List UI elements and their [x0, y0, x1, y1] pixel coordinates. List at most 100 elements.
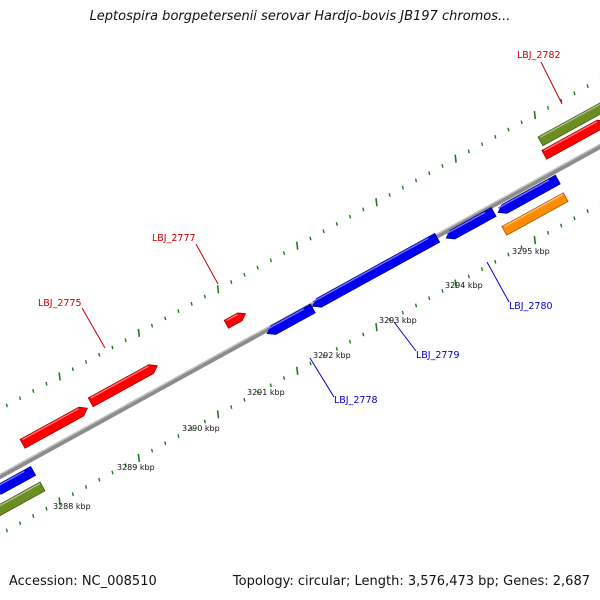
tick-mark	[375, 198, 378, 207]
tick-mark	[269, 258, 272, 263]
leader-line-lbj-2780	[486, 261, 510, 303]
tick-mark	[269, 383, 272, 388]
gene-orange[interactable]	[501, 192, 569, 236]
tick-mark	[375, 323, 378, 332]
accession-text: Accession: NC_008510	[9, 574, 157, 589]
gene-label-lbj-2777[interactable]: LBJ_2777	[152, 233, 196, 244]
gene-reverse-body	[312, 232, 441, 308]
tick-mark	[230, 405, 233, 409]
tick-mark	[560, 98, 563, 103]
tick-mark	[282, 376, 286, 380]
gene-forward-highlight	[90, 365, 149, 399]
tick-mark	[348, 339, 352, 344]
tick-mark	[494, 259, 497, 264]
tick-mark	[322, 354, 325, 359]
tick-mark	[533, 110, 537, 120]
gene-forward-highlight	[226, 313, 238, 322]
tick-mark	[322, 229, 325, 234]
tick-mark	[414, 303, 418, 308]
gene-label-lbj-2775[interactable]: LBJ_2775	[38, 298, 82, 309]
tick-mark	[243, 272, 246, 277]
tick-mark	[177, 434, 180, 439]
gene-reverse[interactable]	[266, 303, 316, 335]
tick-mark	[573, 91, 576, 96]
tick-mark	[401, 310, 404, 315]
gene-reverse[interactable]	[445, 207, 497, 240]
gene-forward[interactable]	[541, 119, 600, 160]
leader-line-lbj-2782	[540, 61, 563, 105]
gene-reverse[interactable]	[497, 174, 561, 214]
gene-forward[interactable]	[223, 312, 247, 329]
gene-reverse-highlight	[445, 211, 486, 235]
gene-reverse-highlight	[0, 470, 25, 486]
gene-label-lbj-2780[interactable]: LBJ_2780	[509, 301, 553, 312]
gene-reverse-body	[445, 207, 497, 240]
tick-mark	[335, 222, 338, 226]
gene-forward-body	[87, 364, 158, 408]
tick-mark	[441, 288, 444, 293]
tick-mark	[480, 267, 484, 272]
tick-mark	[362, 207, 365, 212]
leader-line-lbj-2777	[195, 243, 219, 285]
gene-olive-highlight	[540, 103, 600, 138]
tick-mark	[586, 84, 589, 88]
tick-mark	[414, 178, 418, 183]
gene-forward[interactable]	[19, 406, 89, 449]
gene-olive-highlight	[0, 483, 41, 507]
tick-mark	[45, 381, 48, 386]
tick-mark	[428, 171, 431, 176]
gene-reverse-highlight	[497, 179, 550, 209]
tick-mark	[203, 294, 206, 299]
gene-label-lbj-2779[interactable]: LBJ_2779	[416, 350, 460, 361]
gene-reverse[interactable]	[312, 232, 441, 308]
leader-line-lbj-2775	[81, 307, 106, 349]
gene-label-lbj-2782[interactable]: LBJ_2782	[517, 50, 561, 61]
tick-mark	[32, 389, 35, 393]
tick-mark	[18, 396, 22, 401]
tick-mark	[533, 235, 537, 245]
tick-mark	[150, 448, 154, 453]
gene-forward-highlight	[22, 408, 79, 441]
gene-label-lbj-2778[interactable]: LBJ_2778	[334, 395, 378, 406]
tick-mark	[45, 506, 48, 511]
leader-line-lbj-2779	[393, 321, 417, 352]
gene-forward-body	[19, 406, 89, 449]
tick-mark	[230, 280, 233, 284]
tick-mark	[32, 514, 35, 518]
gene-features	[0, 102, 600, 518]
tick-mark	[480, 142, 484, 147]
kbp-label-3288: 3288 kbp	[53, 502, 91, 511]
gene-olive[interactable]	[0, 481, 46, 518]
gene-reverse[interactable]	[0, 465, 37, 495]
gene-reverse-body	[497, 174, 561, 214]
gene-reverse-highlight	[312, 237, 429, 303]
tick-mark	[5, 403, 8, 408]
gene-labels: LBJ_2775 LBJ_2777 LBJ_2782 LBJ_2778 LBJ_…	[38, 50, 563, 406]
tick-mark	[84, 484, 88, 489]
tick-mark	[388, 193, 391, 197]
gene-olive[interactable]	[537, 102, 600, 147]
gene-reverse-body	[266, 303, 316, 335]
kbp-label-3292: 3292 kbp	[313, 351, 351, 360]
gene-forward-body	[223, 312, 247, 329]
tick-mark	[309, 236, 312, 241]
kbp-label-3293: 3293 kbp	[379, 316, 417, 325]
tick-mark	[256, 390, 259, 395]
tick-mark	[71, 492, 74, 497]
tick-mark	[546, 105, 550, 110]
tick-mark	[454, 154, 457, 163]
tick-mark	[164, 441, 167, 446]
tick-mark	[137, 453, 141, 462]
tick-mark	[282, 251, 286, 255]
tick-mark	[309, 361, 312, 366]
kbp-label-3290: 3290 kbp	[182, 424, 220, 433]
tick-mark	[18, 521, 22, 526]
gene-forward[interactable]	[87, 364, 158, 408]
tick-mark	[454, 279, 457, 288]
tick-mark	[71, 367, 74, 372]
gene-olive-body	[0, 481, 46, 517]
tick-mark	[362, 332, 365, 337]
kbp-label-3289: 3289 kbp	[117, 463, 155, 472]
